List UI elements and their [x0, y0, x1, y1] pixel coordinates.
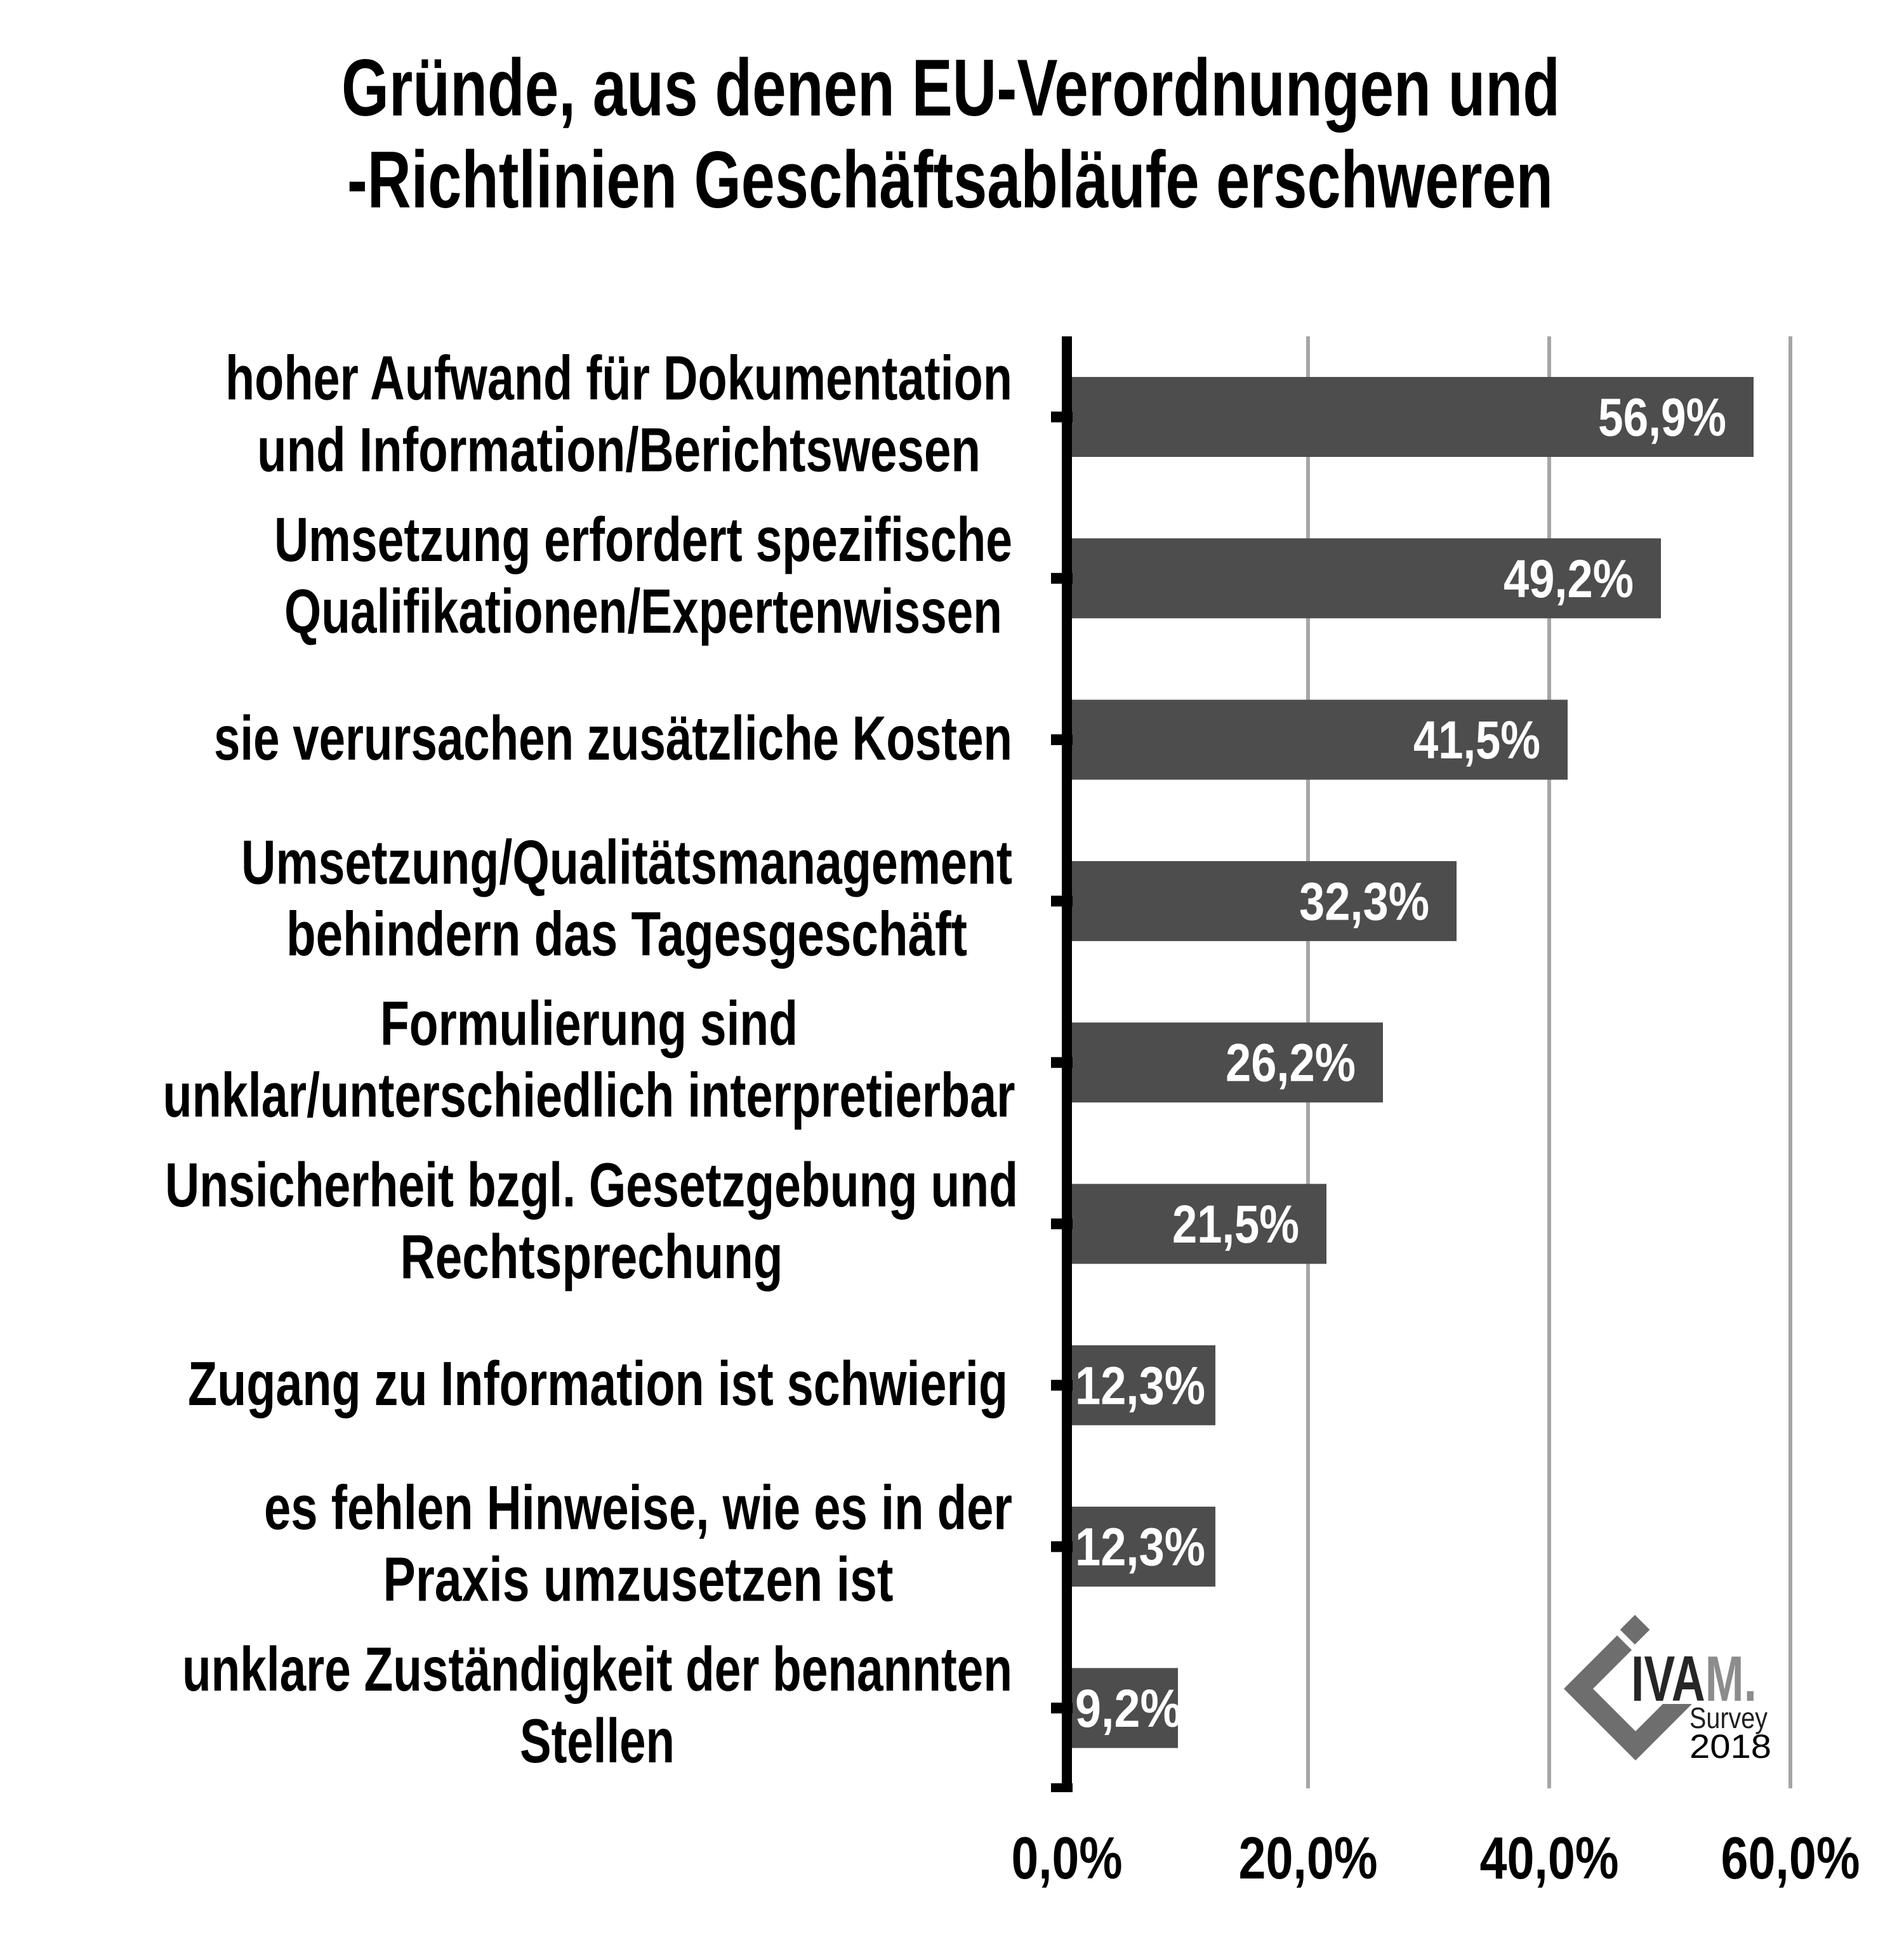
svg-text:12,3%: 12,3% [1075, 1356, 1205, 1415]
svg-text:60,0%: 60,0% [1721, 1825, 1860, 1891]
svg-text:hoher Aufwand für Dokumentatio: hoher Aufwand für Dokumentation [225, 343, 1012, 413]
svg-text:Qualifikationen/Expertenwissen: Qualifikationen/Expertenwissen [284, 576, 1002, 646]
svg-text:Praxis umzusetzen ist: Praxis umzusetzen ist [383, 1545, 894, 1614]
svg-text:sie verursachen zusätzliche Ko: sie verursachen zusätzliche Kosten [214, 703, 1012, 773]
svg-text:Zugang zu Information ist schw: Zugang zu Information ist schwierig [188, 1349, 1008, 1418]
svg-text:Stellen: Stellen [520, 1706, 675, 1776]
svg-text:unklar/unterschiedlich interpr: unklar/unterschiedlich interpretierbar [163, 1060, 1015, 1130]
svg-text:0,0%: 0,0% [1012, 1825, 1123, 1891]
svg-text:Umsetzung erfordert spezifisch: Umsetzung erfordert spezifische [274, 505, 1012, 574]
svg-text:und Information/Berichtswesen: und Information/Berichtswesen [257, 415, 981, 485]
svg-text:56,9%: 56,9% [1598, 388, 1726, 447]
svg-text:49,2%: 49,2% [1504, 549, 1634, 609]
svg-text:Gründe, aus denen EU-Verordnun: Gründe, aus denen EU-Verordnungen und [341, 43, 1560, 133]
svg-text:26,2%: 26,2% [1226, 1033, 1356, 1093]
svg-text:Survey: Survey [1689, 1701, 1768, 1734]
svg-text:IVAM.: IVAM. [1631, 1644, 1757, 1715]
svg-text:2018: 2018 [1689, 1728, 1771, 1766]
svg-text:es fehlen Hinweise, wie es in: es fehlen Hinweise, wie es in der [264, 1473, 1012, 1543]
svg-text:Umsetzung/Qualitätsmanagement: Umsetzung/Qualitätsmanagement [241, 827, 1012, 897]
svg-text:21,5%: 21,5% [1172, 1194, 1299, 1254]
svg-text:12,3%: 12,3% [1075, 1517, 1205, 1577]
svg-text:Formulierung sind: Formulierung sind [380, 989, 798, 1059]
svg-text:-Richtlinien Geschäftsabläufe: -Richtlinien Geschäftsabläufe erschweren [347, 135, 1553, 225]
svg-text:32,3%: 32,3% [1299, 871, 1429, 931]
svg-text:Rechtsprechung: Rechtsprechung [400, 1222, 783, 1291]
svg-text:41,5%: 41,5% [1413, 710, 1540, 770]
svg-text:40,0%: 40,0% [1480, 1825, 1619, 1891]
svg-text:Unsicherheit bzgl. Gesetzgebun: Unsicherheit bzgl. Gesetzgebung und [165, 1150, 1018, 1220]
svg-text:9,2%: 9,2% [1075, 1679, 1182, 1738]
svg-text:20,0%: 20,0% [1239, 1825, 1378, 1891]
svg-text:unklare Zuständigkeit der bena: unklare Zuständigkeit der benannten [182, 1634, 1012, 1704]
svg-text:behindern das Tagesgeschäft: behindern das Tagesgeschäft [286, 899, 967, 968]
